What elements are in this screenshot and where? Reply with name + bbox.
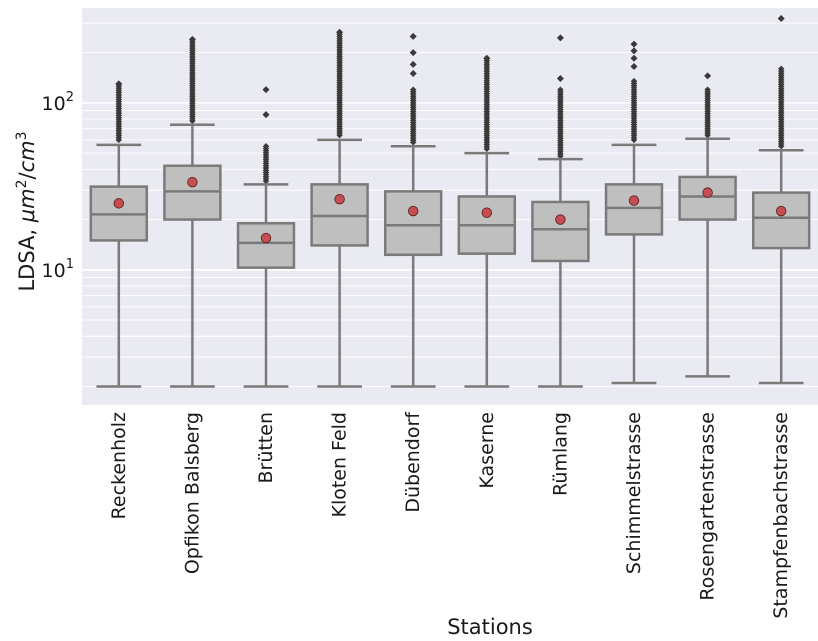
- outlier-point: [557, 86, 564, 93]
- outlier-point: [630, 77, 638, 85]
- iqr-box: [531, 200, 590, 263]
- box-2: [163, 35, 222, 388]
- x-axis-label: Stations: [447, 615, 533, 639]
- outlier-point: [556, 74, 564, 82]
- iqr-box: [604, 183, 664, 236]
- outlier-point: [262, 111, 270, 119]
- outlier-point: [262, 86, 270, 94]
- outlier-point: [704, 86, 711, 93]
- mean-marker: [113, 198, 125, 209]
- x-tick-label: Kloten Feld: [329, 412, 351, 518]
- outlier-point: [409, 49, 417, 57]
- iqr-box: [383, 190, 443, 257]
- outlier-point: [778, 65, 785, 72]
- iqr-box: [163, 164, 222, 221]
- mean-marker: [334, 193, 345, 205]
- outlier-point: [409, 69, 417, 77]
- outlier-point: [115, 80, 123, 88]
- outlier-point: [630, 54, 638, 62]
- box-1: [89, 80, 149, 388]
- x-axis-ticks: Reckenholz Opfikon Balsberg Brütten Kloten …: [108, 411, 792, 619]
- box-5: [383, 32, 443, 388]
- x-tick-label: Reckenholz: [108, 412, 130, 519]
- x-tick-label: Rosengartenstrasse: [697, 412, 719, 601]
- box-4: [310, 28, 369, 388]
- iqr-box: [678, 175, 737, 221]
- x-tick-label: Rümlang: [549, 412, 571, 496]
- x-tick-label: Opfikon Balsberg: [181, 412, 203, 574]
- mean-marker: [702, 187, 713, 198]
- mean-marker: [187, 176, 198, 188]
- outlier-point: [188, 35, 196, 43]
- outlier-point: [483, 54, 491, 62]
- box-9: [678, 72, 737, 378]
- x-tick-label: Kaserne: [476, 412, 498, 489]
- mean-marker: [408, 205, 419, 217]
- outlier-point: [409, 60, 417, 68]
- box-10: [751, 15, 811, 385]
- y-axis-label-den: cm: [15, 140, 39, 172]
- mean-marker: [628, 195, 640, 206]
- outlier-point: [556, 34, 564, 42]
- outlier-point: [409, 32, 417, 40]
- y-axis-label-num-exp: 2: [14, 179, 30, 188]
- outlier-point: [410, 86, 417, 93]
- mean-marker: [776, 205, 787, 217]
- outlier-point: [630, 47, 638, 55]
- y-tick-label: 101: [42, 257, 74, 282]
- iqr-box: [236, 222, 296, 269]
- box-3: [236, 86, 296, 388]
- outlier-point: [777, 15, 785, 23]
- iqr-box: [751, 191, 811, 250]
- y-axis-label: LDSA, μm2/cm3: [14, 131, 39, 291]
- x-tick-label: Schimmelstrasse: [623, 412, 645, 574]
- mean-marker: [260, 232, 272, 244]
- y-axis-label-prefix: LDSA,: [15, 222, 39, 291]
- box-7: [531, 34, 590, 388]
- box-6: [457, 54, 517, 388]
- y-axis-label-num: μm: [15, 188, 39, 223]
- mean-marker: [555, 214, 566, 225]
- outlier-point: [630, 40, 638, 48]
- outlier-point: [336, 28, 344, 36]
- outlier-point: [630, 63, 638, 71]
- outlier-point: [704, 72, 712, 80]
- y-axis-label-den-exp: 3: [14, 131, 30, 140]
- x-tick-label: Brütten: [255, 412, 277, 484]
- box-8: [604, 40, 664, 385]
- y-axis-ticks: 101 102: [42, 90, 74, 282]
- outlier-point: [262, 143, 270, 150]
- x-tick-label: Stampfenbachstrasse: [770, 412, 792, 619]
- y-tick-label: 102: [42, 90, 74, 115]
- mean-marker: [481, 207, 493, 218]
- x-tick-label: Dübendorf: [402, 411, 424, 513]
- boxes-layer: [89, 15, 811, 388]
